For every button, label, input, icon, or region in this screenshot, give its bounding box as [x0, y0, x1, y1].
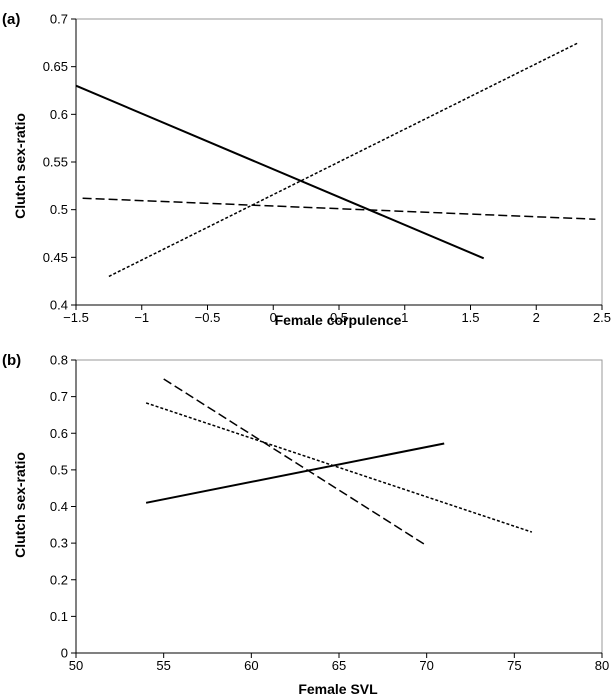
panel-b-x-tick-label: 65: [332, 658, 346, 673]
panel-a-x-tick-label: −1: [134, 310, 149, 325]
panel-a-x-tick-label: −1.5: [63, 310, 89, 325]
panel-b-series-solid-line: [145, 442, 445, 504]
panel-a-x-tick-label: 0: [270, 310, 277, 325]
panel-a-x-tick-label: 1: [401, 310, 408, 325]
panel-b-x-axis-title: Female SVL: [298, 681, 378, 697]
panel-a-chart: (a) Clutch sex-ratio Female corpulence −…: [2, 11, 611, 328]
panel-b-series-dashed-line: [163, 378, 428, 547]
panel-b-x-tick-label: 70: [419, 658, 433, 673]
panel-b-y-tick-label: 0.3: [50, 536, 68, 551]
panel-a-y-axis-title: Clutch sex-ratio: [12, 113, 28, 219]
panel-a-y-tick-label: 0.5: [50, 202, 68, 217]
panel-b-x-tick-label: 80: [595, 658, 609, 673]
panel-b-x-tick-label: 60: [244, 658, 258, 673]
panel-a-x-tick-label: 0.5: [330, 310, 348, 325]
panel-b-ticks: 50 55 60 65 70 75 80 0 0.1 0.2 0.3 0.4 0.5 0.6 0.7 0.8: [50, 353, 609, 674]
panel-a-x-tick-label: 2: [533, 310, 540, 325]
panel-b-plot-frame: [75, 359, 603, 654]
panel-b-x-tick-label: 50: [69, 658, 83, 673]
panel-b-y-tick-label: 0.8: [50, 353, 68, 368]
panel-a-y-tick-label: 0.4: [50, 298, 68, 313]
panel-b-series-dotted-line: [145, 402, 533, 533]
panel-b-y-axis-title: Clutch sex-ratio: [12, 452, 28, 558]
panel-a-series-dotted-line: [108, 42, 579, 278]
panel-a-x-tick-label: −0.5: [195, 310, 221, 325]
panel-b-chart: (b) Clutch sex-ratio Female SVL 50 55 60 65…: [2, 352, 609, 697]
panel-a-y-tick-label: 0.7: [50, 12, 68, 27]
panel-a-y-tick-label: 0.45: [43, 250, 68, 265]
panel-b-y-tick-label: 0.4: [50, 499, 68, 514]
panel-b-y-tick-label: 0.2: [50, 572, 68, 587]
panel-a-x-tick-label: 1.5: [461, 310, 479, 325]
panel-a-y-tick-label: 0.55: [43, 155, 68, 170]
panel-b-y-tick-label: 0: [61, 646, 68, 661]
panel-a-y-tick-label: 0.65: [43, 59, 68, 74]
panel-b-y-tick-label: 0.7: [50, 389, 68, 404]
panel-a-y-tick-label: 0.6: [50, 107, 68, 122]
panel-b-x-tick-label: 75: [507, 658, 521, 673]
panel-b-label: (b): [2, 352, 21, 369]
panel-a-series-solid-line: [75, 84, 485, 260]
panel-a-label: (a): [2, 11, 20, 28]
panel-a-x-axis-title: Female corpulence: [275, 312, 402, 328]
panel-a-ticks: −1.5 −1 −0.5 0 0.5 1 1.5 2 2.5 0.4 0.45 0.5 0.55 0.6 0…: [43, 12, 611, 326]
panel-b-y-tick-label: 0.1: [50, 609, 68, 624]
panel-a-x-tick-label: 2.5: [593, 310, 611, 325]
panel-b-y-tick-label: 0.6: [50, 426, 68, 441]
panel-a-series: [75, 42, 596, 278]
panel-b-x-tick-label: 55: [156, 658, 170, 673]
panel-b-y-tick-label: 0.5: [50, 462, 68, 477]
panel-a-series-dashed-line: [82, 197, 596, 220]
panel-b-series: [145, 378, 533, 547]
